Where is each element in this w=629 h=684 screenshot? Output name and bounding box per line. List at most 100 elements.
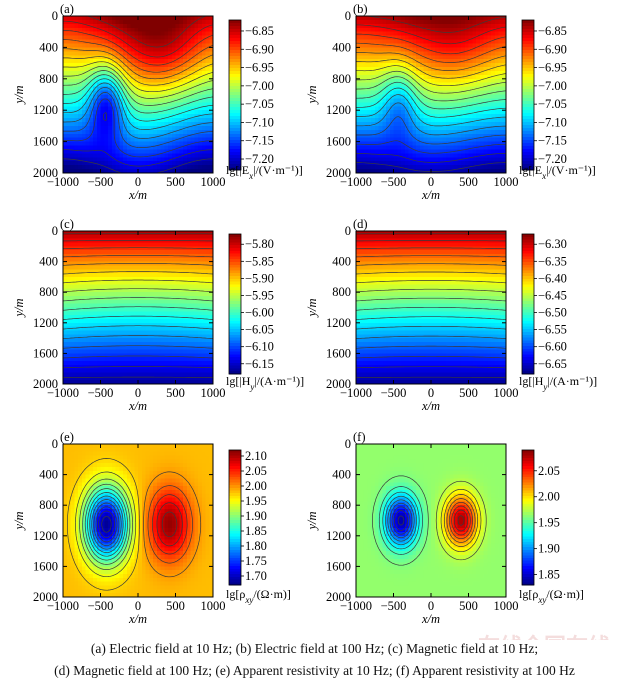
heatmap-cell <box>85 157 90 162</box>
heatmap-cell <box>134 161 139 166</box>
heatmap-cell <box>100 137 105 143</box>
heatmap-cell <box>156 231 162 236</box>
heatmap-cell <box>108 361 113 366</box>
heatmap-cell <box>427 161 432 166</box>
heatmap-cell <box>66 273 72 278</box>
heatmap-cell <box>93 296 98 301</box>
heatmap-cell <box>175 303 180 309</box>
heatmap-cell <box>190 67 195 72</box>
heatmap-cell <box>186 27 192 33</box>
contour-line <box>62 82 214 130</box>
heatmap-cell <box>479 98 485 103</box>
heatmap-cell <box>160 161 165 166</box>
heatmap-cell <box>205 280 210 286</box>
heatmap-cell <box>115 238 120 244</box>
heatmap-cell <box>89 137 94 143</box>
heatmap-cell <box>427 145 432 151</box>
heatmap-cell <box>160 59 165 64</box>
heatmap-cell <box>74 273 79 278</box>
heatmap-cell <box>367 55 372 60</box>
heatmap-cell <box>149 78 154 84</box>
heatmap-cell <box>153 74 158 80</box>
heatmap-cell <box>457 78 462 84</box>
heatmap-cell <box>100 361 105 366</box>
heatmap-cell <box>209 303 214 309</box>
heatmap-cell <box>145 231 150 236</box>
heatmap-cell <box>194 273 199 278</box>
heatmap-cell <box>472 149 477 154</box>
heatmap-cell <box>164 318 169 324</box>
heatmap-cell <box>468 129 473 135</box>
heatmap-cell <box>104 315 109 320</box>
heatmap-cell <box>89 345 94 351</box>
heatmap-cell <box>408 19 413 25</box>
heatmap-cell <box>104 276 109 282</box>
contour-line <box>62 158 213 174</box>
heatmap-cell <box>502 137 507 143</box>
heatmap-cell <box>419 133 425 139</box>
heatmap-cell <box>66 349 72 354</box>
heatmap-cell <box>108 322 113 328</box>
heatmap-cell <box>164 253 169 259</box>
heatmap-cell <box>89 280 94 286</box>
heatmap-cell <box>126 349 132 354</box>
contour-line <box>62 39 214 73</box>
heatmap-cell <box>457 47 462 52</box>
heatmap-cell <box>382 149 387 154</box>
heatmap-cell <box>100 280 105 286</box>
heatmap-cell <box>123 353 128 358</box>
heatmap-cell <box>194 280 199 286</box>
heatmap-cell <box>134 90 139 96</box>
heatmap-cell <box>100 253 105 259</box>
heatmap-cell <box>190 118 195 123</box>
heatmap-cell <box>130 63 135 68</box>
heatmap-cell <box>356 63 361 68</box>
heatmap-cell <box>171 276 177 282</box>
heatmap-cell <box>371 153 376 158</box>
heatmap-cell <box>205 157 210 162</box>
heatmap-cell <box>126 353 132 358</box>
heatmap-cell <box>386 47 391 52</box>
heatmap-cell <box>359 51 365 56</box>
heatmap-cell <box>359 19 365 25</box>
heatmap-cell <box>89 19 94 25</box>
heatmap-cell <box>104 125 109 131</box>
heatmap-cell <box>145 157 150 162</box>
heatmap-cell <box>126 253 132 259</box>
heatmap-cell <box>397 78 402 84</box>
heatmap-cell <box>487 90 492 96</box>
heatmap-cell <box>412 129 417 135</box>
heatmap-cell <box>464 67 470 72</box>
heatmap-cell <box>179 153 184 158</box>
heatmap-cell <box>160 315 165 320</box>
heatmap-cell <box>100 246 105 251</box>
heatmap-cell <box>93 318 98 324</box>
heatmap-cell <box>468 86 473 92</box>
heatmap-cell <box>186 70 192 76</box>
heatmap-cell <box>89 149 94 154</box>
heatmap-cell <box>175 27 180 33</box>
heatmap-cell <box>168 292 173 297</box>
heatmap-cell <box>123 102 128 107</box>
heatmap-cell <box>393 149 398 154</box>
heatmap-cell <box>374 110 380 115</box>
heatmap-cell <box>371 129 376 135</box>
heatmap-cell <box>134 234 139 240</box>
heatmap-cell <box>66 74 72 80</box>
heatmap-cell <box>446 31 451 37</box>
heatmap-cell <box>494 102 500 107</box>
heatmap-cell <box>123 299 128 305</box>
contour-line <box>62 65 214 99</box>
heatmap-cell <box>108 98 113 103</box>
heatmap-cell <box>175 368 180 374</box>
heatmap-cell <box>93 86 98 92</box>
heatmap-cell <box>115 341 120 347</box>
heatmap-cell <box>119 16 124 21</box>
heatmap-cell <box>70 169 75 174</box>
colorbar-step <box>522 26 534 30</box>
heatmap-cell <box>194 157 199 162</box>
heatmap-cell <box>104 137 109 143</box>
heatmap-cell <box>89 165 94 170</box>
heatmap-cell <box>175 253 180 259</box>
heatmap-cell <box>81 376 87 381</box>
